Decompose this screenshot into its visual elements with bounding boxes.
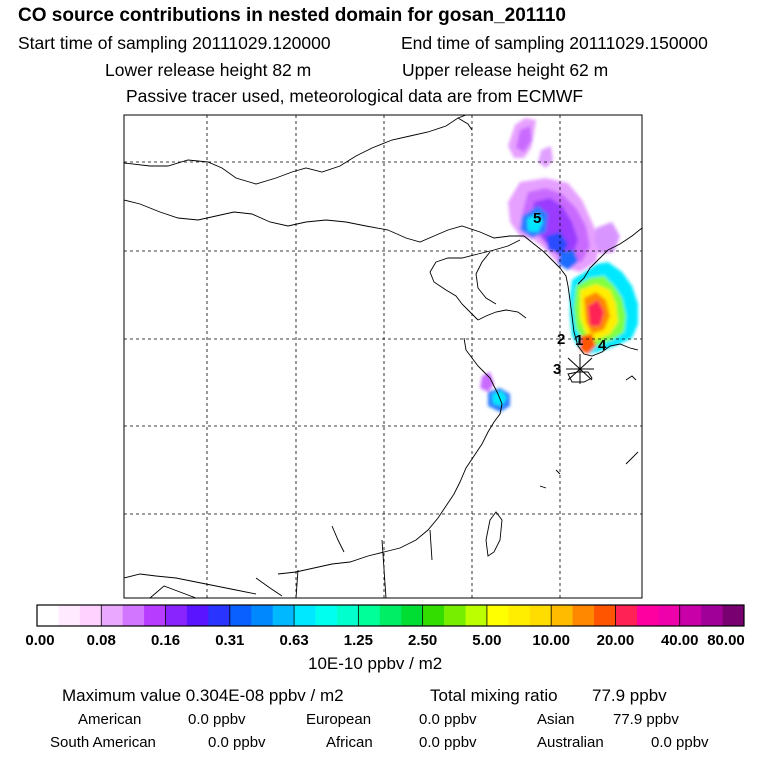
coastlines (124, 115, 642, 598)
region-asian-name: Asian (537, 711, 575, 728)
colorbar-cell (58, 605, 81, 626)
colorbar-frame (36, 604, 745, 627)
colorbar-cell (636, 605, 659, 626)
lower-release-label: Lower release height 82 m (105, 60, 312, 80)
colorbar-cell (272, 605, 295, 626)
colorbar-cell (358, 605, 381, 626)
colorbar-cell (37, 605, 59, 626)
colorbar-cell (101, 605, 124, 626)
colorbar-cell (122, 605, 145, 626)
colorbar-cell (658, 605, 681, 626)
sampling-times: Start time of sampling 20111029.120000 E… (18, 33, 708, 54)
marker-2: 2 (557, 331, 565, 348)
colorbar-tick-label: 20.00 (597, 632, 635, 649)
colorbar-cell (722, 605, 745, 626)
colorbar-cell (572, 605, 595, 626)
marker-3: 3 (553, 361, 561, 378)
colorbar-cell (336, 605, 359, 626)
colorbar-cell (465, 605, 488, 626)
total-mixing-value: 77.9 ppbv (592, 686, 667, 705)
region-european-name: European (306, 711, 372, 728)
colorbar-unit: 10E-10 ppbv / m2 (308, 654, 443, 673)
receptor-star-icon (566, 354, 594, 384)
colorbar-tick-label: 10.00 (532, 632, 570, 649)
colorbar-tick-labels: 0.00 0.08 0.16 0.31 0.63 1.25 2.50 5.00 10.00 20.… (25, 632, 744, 649)
start-time-label: Start time of sampling 20111029.120000 (18, 33, 331, 53)
colorbar-cell (251, 605, 274, 626)
grid-lines (124, 115, 642, 598)
region-south-american-value: 0.0 ppbv (208, 734, 266, 751)
colorbar-cell (401, 605, 424, 626)
marker-5: 5 (533, 210, 541, 227)
region-european-value: 0.0 ppbv (419, 711, 477, 728)
colorbar-cell (165, 605, 188, 626)
colorbar-cell (679, 605, 702, 626)
colorbar-cell (422, 605, 445, 626)
colorbar-tick-label: 80.00 (707, 632, 745, 649)
colorbar-cell (615, 605, 638, 626)
colorbar-cell (208, 605, 231, 626)
max-value-line: Maximum value 0.304E-08 ppbv / m2 Total … (62, 686, 667, 706)
colorbar-cell (444, 605, 466, 626)
colorbar-cell (229, 605, 252, 626)
colorbar-cell (551, 605, 574, 626)
colorbar-cell (79, 605, 102, 626)
colorbar-cell (294, 605, 316, 626)
region-asian-value: 77.9 ppbv (613, 711, 679, 728)
colorbar-cell (529, 605, 552, 626)
colorbar-tick-label: 0.16 (151, 632, 180, 649)
region-american-name: American (78, 711, 142, 728)
colorbar-tick-label: 2.50 (408, 632, 437, 649)
concentration-field (480, 118, 638, 412)
colorbar-tick-label: 1.25 (344, 632, 373, 649)
release-heights: Lower release height 82 m Upper release … (105, 60, 608, 81)
colorbar-cell (594, 605, 616, 626)
colorbar-tick-label: 0.63 (279, 632, 308, 649)
map-plot: 1 2 3 4 5 (123, 114, 643, 599)
chart-title: CO source contributions in nested domain… (18, 5, 566, 26)
region-american-value: 0.0 ppbv (188, 711, 246, 728)
colorbar-tick-label: 0.00 (25, 632, 54, 649)
marker-1: 1 (575, 332, 583, 349)
colorbar-cell (379, 605, 402, 626)
region-australian-value: 0.0 ppbv (651, 734, 709, 751)
region-african-value: 0.0 ppbv (419, 734, 477, 751)
colorbar-cell (315, 605, 338, 626)
region-australian-name: Australian (537, 734, 604, 751)
colorbar-cell (144, 605, 166, 626)
region-south-american-name: South American (50, 734, 156, 751)
colorbar: 0.00 0.08 0.16 0.31 0.63 1.25 2.50 5.00 10.00 20.… (25, 604, 745, 649)
region-african-name: African (326, 734, 373, 751)
end-time-label: End time of sampling 20111029.150000 (401, 33, 708, 53)
colorbar-tick-label: 5.00 (472, 632, 501, 649)
colorbar-cell (186, 605, 209, 626)
tracer-note: Passive tracer used, meteorological data… (126, 86, 584, 106)
colorbar-cell (508, 605, 531, 626)
upper-release-label: Upper release height 62 m (402, 60, 609, 80)
colorbar-tick-label: 0.31 (215, 632, 244, 649)
plot-frame (123, 114, 643, 599)
colorbar-cell (486, 605, 509, 626)
marker-4: 4 (598, 337, 607, 354)
total-mixing-label: Total mixing ratio (430, 686, 558, 705)
colorbar-cell (701, 605, 723, 626)
colorbar-tick-label: 40.00 (661, 632, 699, 649)
colorbar-tick-label: 0.08 (87, 632, 116, 649)
max-value: Maximum value 0.304E-08 ppbv / m2 (62, 686, 344, 705)
colorbar-cells (36, 605, 745, 626)
